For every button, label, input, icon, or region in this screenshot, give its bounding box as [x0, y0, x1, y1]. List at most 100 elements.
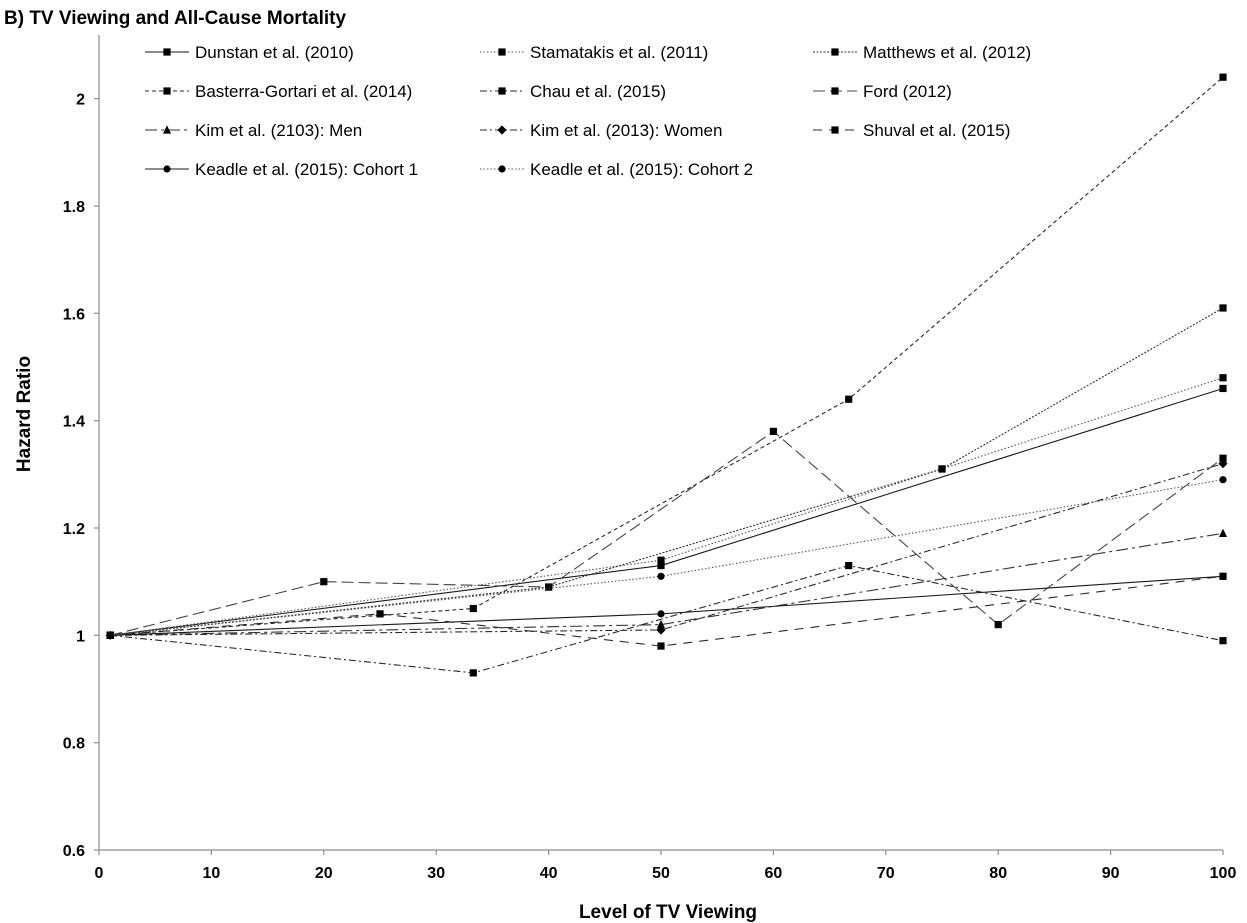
legend-item: Keadle et al. (2015): Cohort 2 — [480, 160, 753, 179]
series-3 — [106, 304, 1227, 639]
y-axis-title: Hazard Ratio — [14, 356, 35, 472]
legend-marker — [498, 165, 506, 173]
x-tick-label: 50 — [652, 865, 670, 882]
series-2 — [106, 374, 1227, 639]
series-line — [110, 532, 1224, 636]
data-point — [1219, 637, 1227, 645]
data-point — [656, 625, 666, 635]
series-9 — [106, 572, 1227, 650]
data-point — [1218, 528, 1228, 537]
legend-item: Matthews et al. (2012) — [813, 43, 1031, 62]
legend-label: Keadle et al. (2015): Cohort 1 — [195, 160, 418, 179]
x-tick-label: 90 — [1102, 865, 1120, 882]
legend-item: Stamatakis et al. (2011) — [480, 43, 708, 62]
x-tick-label: 100 — [1210, 865, 1237, 882]
data-point — [320, 578, 328, 586]
legend-label: Basterra-Gortari et al. (2014) — [195, 82, 412, 101]
legend-item: Dunstan et al. (2010) — [145, 43, 354, 62]
x-tick-label: 30 — [427, 865, 445, 882]
data-point — [1219, 73, 1227, 81]
legend-marker — [831, 87, 839, 95]
y-tick-label: 0.8 — [63, 736, 85, 753]
x-tick-label: 10 — [203, 865, 221, 882]
y-tick-label: 0.6 — [63, 843, 85, 860]
data-point — [376, 610, 384, 618]
data-point — [657, 561, 665, 570]
y-tick-label: 1.6 — [63, 306, 85, 323]
legend-label: Kim et al. (2013): Women — [530, 121, 722, 140]
x-axis-title: Level of TV Viewing — [579, 902, 757, 923]
legend-marker — [163, 87, 171, 95]
x-tick-label: 80 — [989, 865, 1007, 882]
data-point — [657, 572, 665, 580]
data-point — [769, 427, 777, 435]
y-tick-label: 2 — [76, 92, 85, 109]
data-point — [994, 621, 1002, 629]
legend-label: Stamatakis et al. (2011) — [530, 43, 708, 62]
legend-marker — [162, 125, 172, 134]
legend-label: Ford (2012) — [863, 82, 952, 101]
x-tick-label: 40 — [540, 865, 558, 882]
data-point — [1219, 476, 1227, 484]
legend-label: Kim et al. (2103): Men — [195, 121, 362, 140]
data-point — [845, 395, 853, 403]
legend-item: Chau et al. (2015) — [480, 82, 666, 101]
series-5 — [106, 561, 1227, 677]
data-point — [1219, 572, 1227, 580]
series-10 — [106, 572, 1227, 639]
series-line — [110, 387, 1224, 636]
series-4 — [106, 73, 1227, 639]
data-point — [938, 465, 946, 473]
data-point — [1218, 459, 1228, 469]
legend-item: Keadle et al. (2015): Cohort 1 — [145, 160, 418, 179]
series-line — [110, 575, 1224, 647]
data-point — [845, 561, 853, 570]
legend-marker — [497, 125, 507, 135]
legend-label: Chau et al. (2015) — [530, 82, 666, 101]
series-6 — [106, 427, 1227, 639]
series-line — [110, 463, 1224, 636]
y-tick-label: 1.4 — [63, 414, 85, 431]
legend-item: Ford (2012) — [813, 82, 952, 101]
legend-marker — [831, 126, 839, 134]
y-tick-label: 1 — [76, 628, 85, 645]
plot-area: 0.60.811.21.41.61.820 10 20 30 40 50 60 70 80 90 1… — [63, 35, 1237, 882]
legend-label: Shuval et al. (2015) — [863, 121, 1010, 140]
legend-marker — [163, 165, 171, 173]
legend-marker — [498, 48, 506, 56]
legend-item: Kim et al. (2103): Men — [145, 121, 362, 140]
legend-item: Kim et al. (2013): Women — [480, 121, 722, 140]
series-line — [110, 479, 1224, 636]
series-line — [110, 430, 1224, 636]
y-tick-label: 1.2 — [63, 521, 85, 538]
data-point — [1219, 384, 1227, 393]
legend-marker — [163, 48, 171, 56]
data-point — [469, 669, 477, 677]
data-point — [1219, 454, 1227, 462]
data-point — [106, 631, 114, 639]
data-point — [657, 610, 665, 618]
x-tick-label: 60 — [765, 865, 783, 882]
legend-item: Shuval et al. (2015) — [813, 121, 1010, 140]
legend-label: Dunstan et al. (2010) — [195, 43, 354, 62]
data-point — [545, 583, 553, 591]
data-point — [657, 556, 665, 564]
series-line — [110, 575, 1224, 636]
legend-label: Keadle et al. (2015): Cohort 2 — [530, 160, 753, 179]
data-point — [657, 642, 665, 650]
series-line — [110, 307, 1224, 636]
legend-label: Matthews et al. (2012) — [863, 43, 1031, 62]
data-point — [656, 620, 666, 629]
legend-marker — [498, 87, 506, 95]
x-tick-label: 20 — [315, 865, 333, 882]
data-point — [1219, 374, 1227, 382]
chart-title: B) TV Viewing and All-Cause Mortality — [4, 8, 346, 29]
series-11 — [106, 476, 1227, 639]
series-line — [110, 565, 1224, 674]
legend-item: Basterra-Gortari et al. (2014) — [145, 82, 412, 101]
data-point — [1219, 304, 1227, 312]
series-line — [110, 76, 1224, 636]
y-tick-label: 1.8 — [63, 199, 85, 216]
x-tick-label: 70 — [877, 865, 895, 882]
